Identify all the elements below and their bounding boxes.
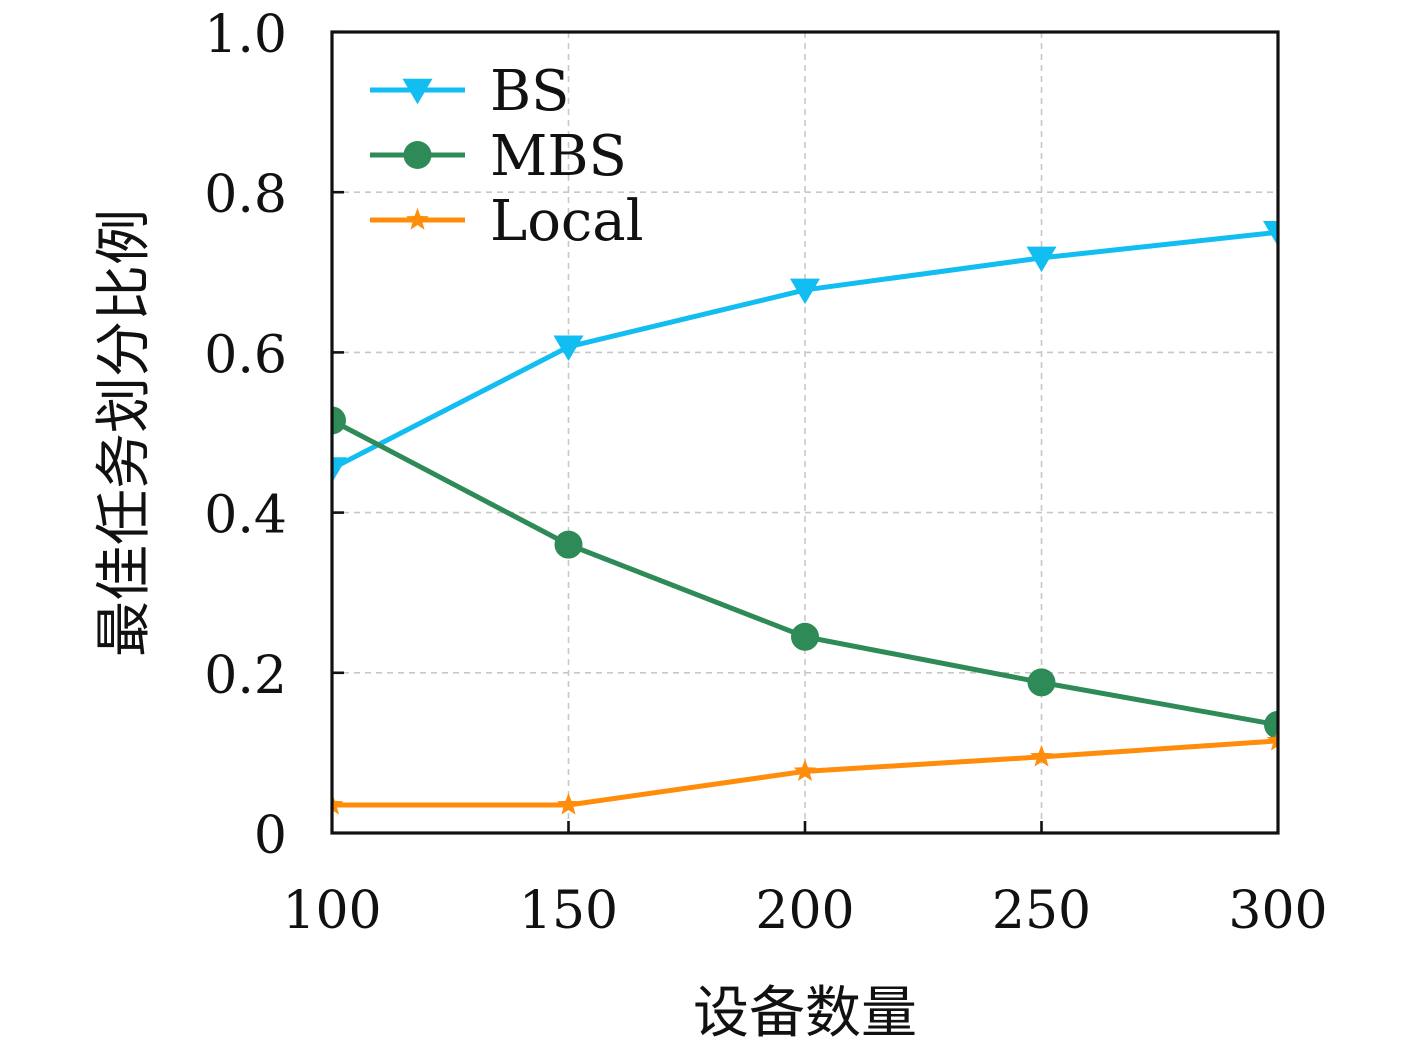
data-point-local — [793, 759, 817, 782]
grid-layer — [332, 32, 1278, 833]
y-tick-label: 1.0 — [204, 5, 287, 65]
legend-marker — [402, 78, 433, 105]
x-tick-label: 150 — [519, 881, 618, 941]
series-layer — [332, 221, 1278, 815]
y-axis-title: 最佳任务划分比例 — [92, 209, 157, 657]
y-tick-label: 0.2 — [204, 646, 287, 706]
data-point-local — [332, 792, 344, 815]
data-point-mbs — [1027, 668, 1056, 697]
legend-label: BS — [490, 59, 570, 124]
tick-layer: 100 150 200 250 300 0 0.2 0.4 0.6 0.8 1.0 — [204, 5, 1327, 941]
data-point-bs — [553, 335, 584, 362]
data-point-mbs — [332, 406, 346, 435]
x-tick-label: 300 — [1228, 881, 1327, 941]
x-tick-label: 100 — [282, 881, 381, 941]
legend-item-bs: BS — [370, 59, 570, 124]
data-point-bs — [790, 278, 820, 305]
data-point-mbs — [1264, 710, 1278, 739]
x-tick-label: 200 — [755, 881, 854, 941]
x-tick-label: 250 — [992, 881, 1091, 941]
y-tick-label: 0.6 — [204, 325, 287, 385]
x-axis-title: 设备数量 — [693, 981, 917, 1042]
legend-label: MBS — [490, 124, 627, 189]
y-tick-label: 0.8 — [204, 165, 287, 225]
data-point-local — [1266, 728, 1278, 751]
y-tick-label: 0.4 — [204, 486, 287, 546]
data-point-bs — [1026, 246, 1057, 273]
data-point-mbs — [791, 622, 819, 651]
data-point-mbs — [554, 530, 583, 559]
series-bs — [332, 221, 1278, 483]
data-point-local — [557, 792, 580, 815]
legend-item-local: Local — [370, 189, 644, 254]
series-mbs — [332, 406, 1278, 739]
legend-marker — [406, 208, 429, 230]
data-point-bs — [1263, 221, 1278, 247]
y-tick-label: 0 — [254, 806, 287, 866]
data-point-local — [1030, 744, 1053, 767]
legend-marker — [403, 141, 432, 169]
legend-label: Local — [490, 189, 644, 254]
legend-item-mbs: MBS — [370, 124, 627, 189]
data-point-bs — [332, 457, 347, 483]
series-local — [332, 728, 1278, 815]
